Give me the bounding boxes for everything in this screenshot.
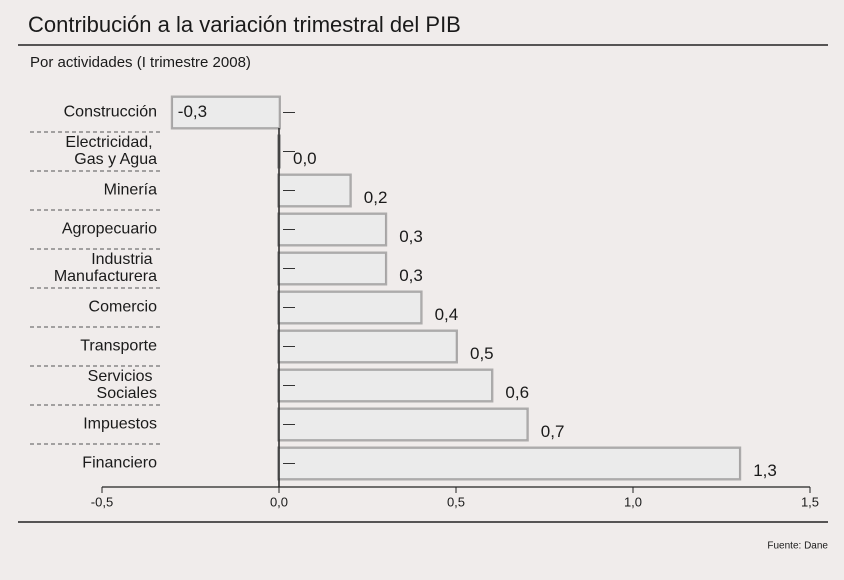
category-label: Construcción	[64, 104, 157, 121]
chart-subtitle: Por actividades (I trimestre 2008)	[30, 54, 251, 71]
bar	[278, 370, 492, 401]
category-label: Minería	[104, 182, 157, 199]
bar	[278, 214, 386, 245]
category-label: Transporte	[80, 338, 157, 355]
category-label: Financiero	[82, 455, 157, 472]
bar	[278, 448, 740, 479]
bar	[278, 253, 386, 284]
x-tick-label: 1,5	[801, 494, 819, 509]
value-label: 0,3	[399, 266, 423, 285]
category-label: Industria Manufacturera	[54, 251, 157, 285]
value-label: -0,3	[178, 102, 207, 121]
x-tick-label: 1,0	[624, 494, 642, 509]
value-label: 0,6	[505, 383, 529, 402]
x-tick-label: 0,5	[447, 494, 465, 509]
source: Fuente: Dane	[767, 541, 828, 552]
category-label: Electricidad, Gas y Agua	[65, 134, 157, 168]
value-label: 0,4	[435, 305, 459, 324]
chart-title: Contribución a la variación trimestral d…	[28, 12, 461, 37]
category-label: Agropecuario	[62, 221, 157, 238]
category-label: Impuestos	[83, 416, 157, 433]
value-label: 0,5	[470, 344, 494, 363]
bar	[172, 97, 280, 128]
value-label: 1,3	[753, 461, 777, 480]
bar	[278, 331, 457, 362]
value-label: 0,3	[399, 227, 423, 246]
category-label: Comercio	[89, 299, 158, 316]
x-tick-label: -0,5	[91, 494, 113, 509]
x-tick-label: 0,0	[270, 494, 288, 509]
category-label: Servicios Sociales	[88, 368, 157, 402]
value-label: 0,7	[541, 422, 565, 441]
bar	[278, 409, 528, 440]
bar	[278, 292, 421, 323]
value-label: 0,2	[364, 188, 388, 207]
value-label: 0,0	[293, 149, 317, 168]
